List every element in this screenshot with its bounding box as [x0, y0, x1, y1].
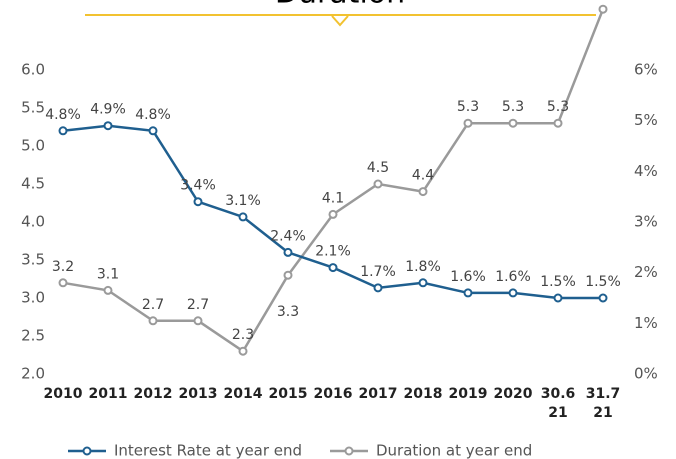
legend-marker — [82, 446, 92, 456]
y2-tick-label: 6% — [634, 61, 658, 79]
point — [508, 288, 518, 298]
point — [283, 270, 293, 280]
value-label: 1.5% — [585, 274, 621, 290]
title-chevron — [331, 15, 349, 27]
y2-tick-label: 2% — [634, 263, 658, 281]
point — [553, 293, 563, 303]
y-tick-label: 4.0 — [21, 213, 45, 231]
x-tick-label: 31.7 21 — [586, 386, 621, 421]
y-tick-label: 3.5 — [21, 251, 45, 269]
y-tick-label: 5.0 — [21, 137, 45, 155]
point — [418, 278, 428, 288]
point — [283, 247, 293, 257]
value-label: 2.7 — [142, 297, 164, 313]
y2-tick-label: 1% — [634, 314, 658, 332]
value-label: 1.8% — [405, 259, 441, 275]
value-label: 1.7% — [360, 264, 396, 280]
value-label: 2.7 — [187, 297, 209, 313]
y-tick-label: 6.0 — [21, 61, 45, 79]
value-label: 3.1% — [225, 193, 261, 209]
value-label: 4.1 — [322, 190, 344, 206]
value-label: 3.3 — [277, 304, 299, 320]
x-tick-label: 2015 — [269, 386, 308, 402]
x-tick-label: 2013 — [179, 386, 218, 402]
y-tick-label: 2.5 — [21, 327, 45, 345]
value-label: 2.3 — [232, 327, 254, 343]
value-label: 2.4% — [270, 228, 306, 244]
y2-tick-label: 4% — [634, 162, 658, 180]
value-label: 4.8% — [45, 107, 81, 123]
point — [328, 263, 338, 273]
point — [103, 121, 113, 131]
point — [58, 278, 68, 288]
value-label: 4.4 — [412, 168, 434, 184]
value-label: 5.3 — [457, 99, 479, 115]
point — [373, 283, 383, 293]
point — [148, 316, 158, 326]
x-tick-label: 2017 — [359, 386, 398, 402]
x-tick-label: 2012 — [134, 386, 173, 402]
point — [598, 293, 608, 303]
point — [148, 126, 158, 136]
point — [508, 118, 518, 128]
y2-tick-label: 0% — [634, 365, 658, 383]
y-tick-label: 3.0 — [21, 289, 45, 307]
legend-marker — [344, 446, 354, 456]
y2-tick-label: 5% — [634, 111, 658, 129]
point — [418, 187, 428, 197]
point — [103, 285, 113, 295]
value-label: 4.5 — [367, 160, 389, 176]
y-tick-label: 2.0 — [21, 365, 45, 383]
value-label: 1.6% — [450, 269, 486, 285]
y-tick-label: 4.5 — [21, 175, 45, 193]
value-label: 3.4% — [180, 178, 216, 194]
y-tick-label: 5.5 — [21, 99, 45, 117]
point — [373, 179, 383, 189]
value-label: 5.3 — [502, 99, 524, 115]
x-tick-label: 2014 — [224, 386, 263, 402]
value-label: 6.8 — [592, 0, 614, 1]
value-label: 4.8% — [135, 107, 171, 123]
value-label: 2.1% — [315, 244, 351, 260]
point — [598, 4, 608, 14]
x-tick-label: 2016 — [314, 386, 353, 402]
x-tick-label: 2010 — [44, 386, 83, 402]
y2-tick-label: 3% — [634, 213, 658, 231]
x-tick-label: 30.6 21 — [541, 386, 576, 421]
point — [463, 288, 473, 298]
value-label: 3.2 — [52, 259, 74, 275]
point — [328, 209, 338, 219]
x-tick-label: 2011 — [89, 386, 128, 402]
point — [238, 212, 248, 222]
x-tick-label: 2019 — [449, 386, 488, 402]
legend-label: Duration at year end — [376, 442, 532, 459]
point — [553, 118, 563, 128]
x-tick-label: 2018 — [404, 386, 443, 402]
point — [193, 316, 203, 326]
value-label: 5.3 — [547, 99, 569, 115]
value-label: 1.6% — [495, 269, 531, 285]
value-label: 1.5% — [540, 274, 576, 290]
x-tick-label: 2020 — [494, 386, 533, 402]
legend-label: Interest Rate at year end — [114, 442, 302, 459]
point — [58, 126, 68, 136]
value-label: 3.1 — [97, 266, 119, 282]
chart-title: Duration — [275, 0, 405, 11]
value-label: 4.9% — [90, 102, 126, 118]
point — [238, 346, 248, 356]
point — [463, 118, 473, 128]
point — [193, 197, 203, 207]
